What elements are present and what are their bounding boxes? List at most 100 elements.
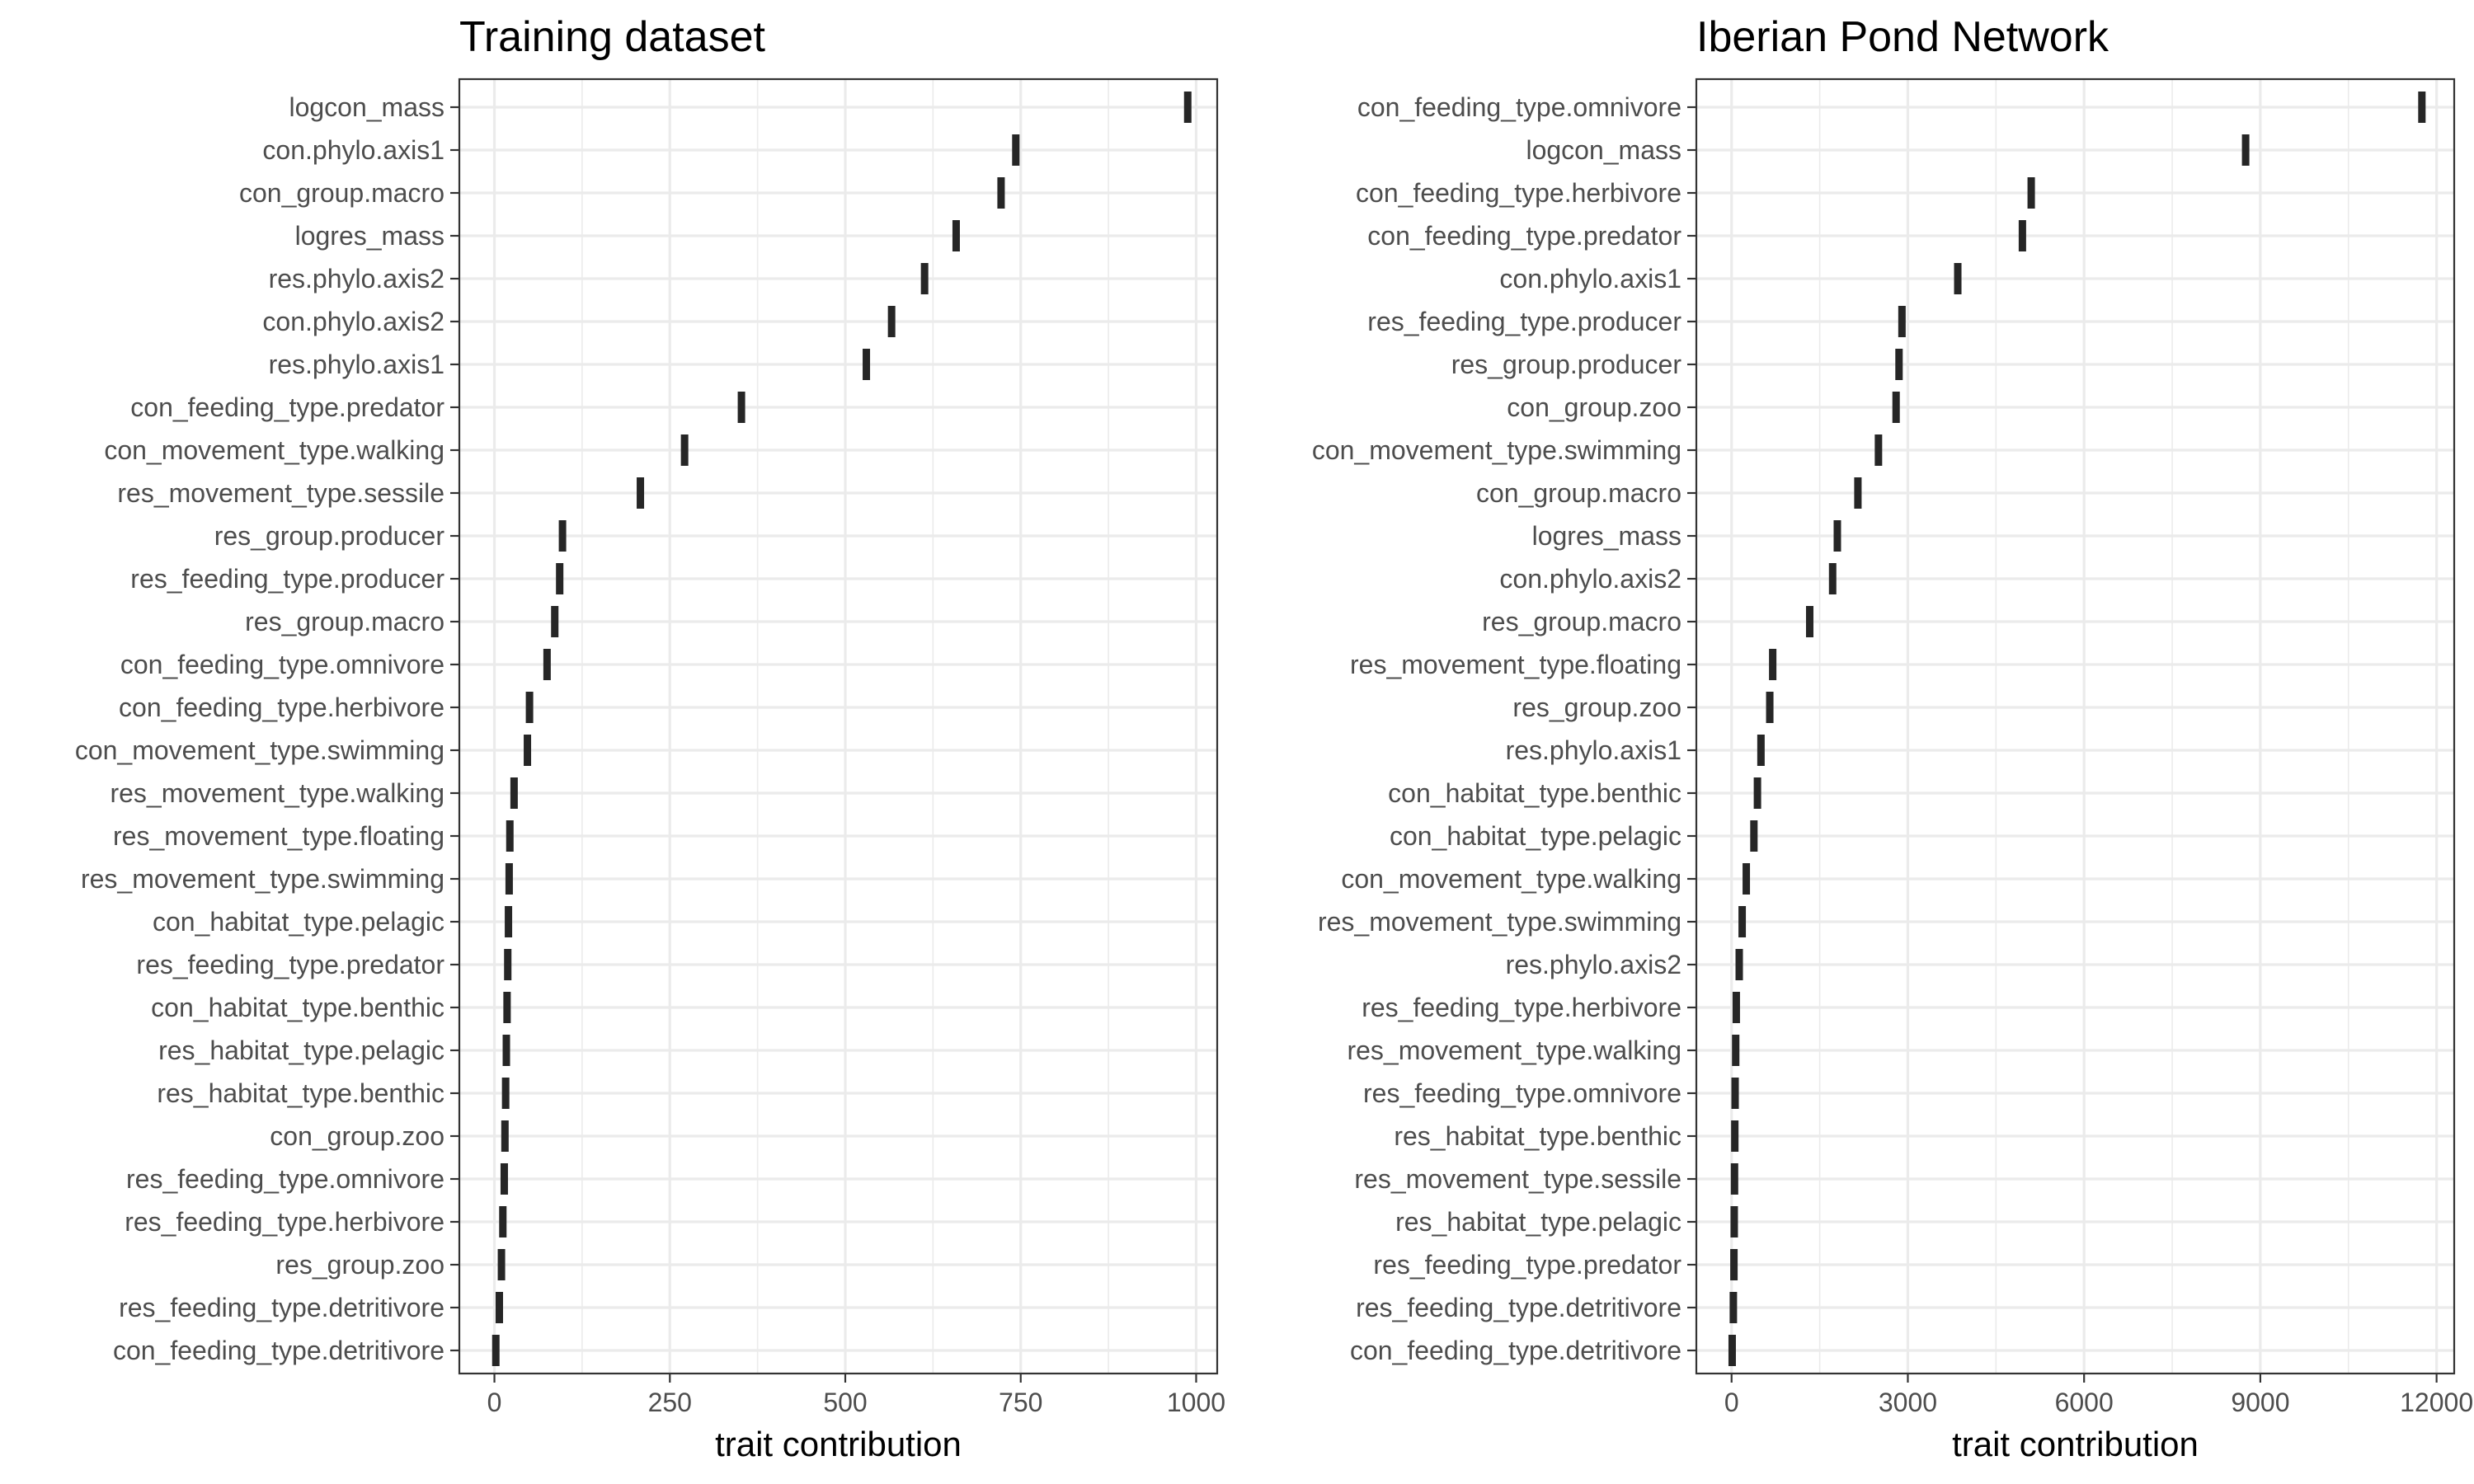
category-label: res_group.macro xyxy=(245,607,444,636)
category-label: logres_mass xyxy=(295,221,444,251)
data-point xyxy=(1731,1120,1739,1152)
grid xyxy=(459,79,1217,1374)
category-label: res_habitat_type.pelagic xyxy=(158,1036,444,1065)
data-point xyxy=(1874,434,1883,466)
category-label: res_movement_type.walking xyxy=(1347,1036,1681,1065)
category-label: res_movement_type.floating xyxy=(113,821,444,851)
data-point xyxy=(2027,177,2035,209)
data-point xyxy=(492,1335,500,1366)
data-point xyxy=(863,349,871,380)
category-label: con_habitat_type.benthic xyxy=(151,993,444,1022)
data-point xyxy=(558,520,567,552)
category-label: con_feeding_type.predator xyxy=(1367,221,1681,251)
data-point xyxy=(1730,1206,1738,1237)
x-axis-title: trait contribution xyxy=(715,1425,962,1463)
data-point xyxy=(500,1163,508,1195)
category-label: res_group.macro xyxy=(1482,607,1681,636)
category-label: con_habitat_type.pelagic xyxy=(153,907,444,937)
data-point xyxy=(556,563,564,594)
category-label: con.phylo.axis1 xyxy=(1499,264,1681,294)
category-label: res_group.producer xyxy=(214,521,445,551)
category-label: res_habitat_type.benthic xyxy=(157,1078,444,1108)
data-point xyxy=(1954,263,1962,294)
category-label: res_movement_type.floating xyxy=(1350,650,1681,679)
data-point xyxy=(505,863,513,895)
x-axis-title: trait contribution xyxy=(1952,1425,2199,1463)
data-point xyxy=(524,735,532,766)
data-point xyxy=(1828,563,1837,594)
data-point xyxy=(1766,692,1774,723)
data-point xyxy=(1743,863,1751,895)
data-point xyxy=(1730,1249,1738,1280)
data-point xyxy=(737,392,745,423)
x-tick-label: 6000 xyxy=(2055,1388,2114,1417)
category-label: res_habitat_type.benthic xyxy=(1394,1121,1681,1151)
data-point xyxy=(501,1078,510,1109)
data-point xyxy=(525,692,534,723)
category-label: con_group.zoo xyxy=(1507,392,1681,422)
data-point xyxy=(510,777,518,809)
category-label: res_feeding_type.detritivore xyxy=(119,1293,444,1322)
category-label: con_habitat_type.benthic xyxy=(1388,778,1681,808)
data-point xyxy=(496,1292,504,1323)
data-point xyxy=(1753,777,1761,809)
category-label: con_movement_type.walking xyxy=(104,435,444,465)
panel-border xyxy=(458,77,1219,1375)
category-label: con_feeding_type.omnivore xyxy=(120,650,444,679)
x-tick-label: 1000 xyxy=(1167,1388,1225,1417)
data-point xyxy=(1183,92,1192,123)
category-label: logcon_mass xyxy=(1526,135,1681,165)
x-tick-label: 9000 xyxy=(2231,1388,2289,1417)
data-point xyxy=(637,477,645,509)
data-point xyxy=(506,820,514,852)
data-point xyxy=(1731,1078,1739,1109)
category-label: res_habitat_type.pelagic xyxy=(1395,1207,1681,1237)
category-label: res_movement_type.sessile xyxy=(117,478,444,508)
category-label: con_group.macro xyxy=(239,178,444,208)
category-label: logcon_mass xyxy=(289,92,444,122)
category-label: con_feeding_type.omnivore xyxy=(1357,92,1681,122)
data-point xyxy=(503,992,511,1023)
category-label: res_feeding_type.herbivore xyxy=(1362,993,1681,1022)
category-label: res_feeding_type.predator xyxy=(1373,1250,1681,1280)
x-tick-label: 12000 xyxy=(2400,1388,2473,1417)
category-label: res_group.zoo xyxy=(275,1250,444,1280)
category-label: res_feeding_type.herbivore xyxy=(125,1207,444,1237)
data-point xyxy=(504,949,512,980)
category-label: res.phylo.axis1 xyxy=(269,350,444,379)
data-point xyxy=(543,649,551,680)
grid xyxy=(1696,79,2454,1374)
category-label: res.phylo.axis2 xyxy=(1506,950,1681,979)
data-point xyxy=(1854,477,1862,509)
x-tick-label: 500 xyxy=(823,1388,867,1417)
data-point xyxy=(680,434,689,466)
data-point xyxy=(505,906,513,937)
data-point xyxy=(497,1249,506,1280)
data-point xyxy=(1012,134,1020,166)
category-label: con.phylo.axis1 xyxy=(262,135,444,165)
iberian-pond-network-panel: Iberian Pond Network trait contribution … xyxy=(1312,13,2473,1463)
category-label: con_feeding_type.detritivore xyxy=(113,1336,444,1365)
data-point xyxy=(1738,906,1747,937)
category-label: res_movement_type.sessile xyxy=(1354,1164,1681,1194)
data-point xyxy=(1729,1292,1738,1323)
category-label: res_movement_type.swimming xyxy=(1318,907,1681,937)
category-label: res_group.zoo xyxy=(1512,693,1681,722)
data-point xyxy=(2241,134,2250,166)
data-point xyxy=(1728,1335,1736,1366)
category-label: res_group.producer xyxy=(1451,350,1682,379)
category-label: con_movement_type.swimming xyxy=(1312,435,1681,465)
category-label: con_feeding_type.predator xyxy=(130,392,444,422)
category-label: con_feeding_type.herbivore xyxy=(119,693,444,722)
x-tick-label: 3000 xyxy=(1879,1388,1937,1417)
category-label: con_habitat_type.pelagic xyxy=(1390,821,1681,851)
data-point xyxy=(1730,1163,1738,1195)
data-point xyxy=(502,1035,510,1066)
category-label: con_movement_type.swimming xyxy=(75,735,444,765)
data-point xyxy=(1750,820,1758,852)
data-point xyxy=(1895,349,1903,380)
data-point xyxy=(551,606,559,637)
category-label: res_feeding_type.producer xyxy=(1367,307,1681,336)
category-label: res_feeding_type.omnivore xyxy=(126,1164,444,1194)
